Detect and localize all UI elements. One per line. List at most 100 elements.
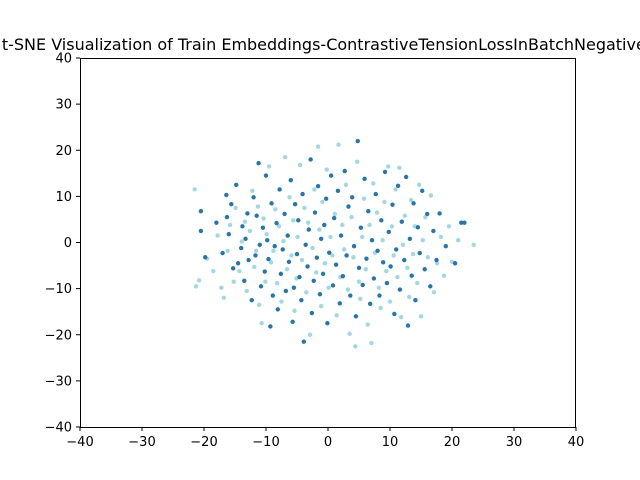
scatter-point bbox=[243, 236, 248, 242]
scatter-point bbox=[221, 295, 227, 301]
scatter-point bbox=[395, 183, 401, 188]
scatter-point bbox=[279, 299, 284, 304]
scatter-point bbox=[277, 187, 282, 192]
scatter-point bbox=[230, 266, 236, 271]
scatter-point bbox=[253, 248, 259, 253]
scatter-point bbox=[380, 260, 386, 265]
scatter-point bbox=[344, 253, 349, 258]
scatter-point bbox=[356, 279, 362, 284]
scatter-point bbox=[310, 245, 315, 251]
scatter-point bbox=[355, 138, 360, 144]
scatter-point bbox=[256, 302, 262, 307]
scatter-point bbox=[203, 255, 208, 260]
points-layer bbox=[192, 138, 476, 349]
scatter-point bbox=[332, 211, 338, 217]
scatter-point bbox=[309, 310, 315, 316]
scatter-point bbox=[425, 255, 431, 260]
x-tick-label: 10 bbox=[382, 435, 399, 450]
scatter-point bbox=[262, 269, 267, 274]
scatter-point bbox=[240, 224, 245, 229]
scatter-point bbox=[274, 220, 279, 226]
scatter-point bbox=[351, 255, 356, 260]
scatter-point bbox=[462, 220, 467, 225]
scatter-point bbox=[373, 191, 378, 197]
x-tick-label: −10 bbox=[252, 435, 279, 450]
scatter-point bbox=[317, 227, 322, 232]
scatter-point bbox=[393, 187, 398, 192]
scatter-point bbox=[402, 257, 407, 263]
scatter-point bbox=[281, 238, 286, 244]
scatter-point bbox=[371, 181, 376, 186]
scatter-point bbox=[257, 242, 262, 248]
scatter-point bbox=[229, 202, 234, 207]
scatter-point bbox=[346, 204, 351, 209]
scatter-point bbox=[338, 233, 344, 238]
scatter-point bbox=[366, 208, 371, 214]
scatter-point bbox=[418, 314, 424, 319]
scatter-point bbox=[340, 273, 346, 279]
x-tick-label: −20 bbox=[190, 435, 217, 450]
scatter-point bbox=[332, 215, 337, 221]
scatter-point bbox=[312, 210, 318, 215]
scatter-point bbox=[302, 205, 307, 211]
scatter-point bbox=[219, 285, 224, 290]
scatter-point bbox=[192, 187, 197, 192]
scatter-point bbox=[434, 257, 439, 263]
scatter-point bbox=[358, 296, 363, 301]
scatter-point bbox=[233, 205, 238, 211]
scatter-point bbox=[425, 211, 430, 217]
scatter-point bbox=[239, 245, 244, 251]
scatter-point bbox=[397, 287, 403, 292]
y-tick-label: −10 bbox=[45, 282, 72, 297]
scatter-point bbox=[443, 243, 448, 249]
scatter-point bbox=[235, 261, 241, 266]
scatter-point bbox=[420, 237, 426, 243]
scatter-point bbox=[347, 331, 352, 337]
y-tick-label: 30 bbox=[55, 98, 72, 113]
scatter-point bbox=[388, 264, 393, 269]
scatter-point bbox=[428, 193, 434, 198]
scatter-point bbox=[299, 297, 304, 303]
scatter-point bbox=[307, 332, 313, 337]
scatter-point bbox=[336, 142, 341, 147]
y-tick-label: 10 bbox=[55, 190, 72, 205]
scatter-point bbox=[254, 213, 259, 218]
scatter-point bbox=[256, 160, 261, 166]
scatter-point bbox=[438, 234, 444, 240]
scatter-point bbox=[397, 165, 402, 170]
scatter-point bbox=[303, 242, 308, 248]
scatter-point bbox=[405, 265, 410, 271]
scatter-point bbox=[259, 321, 264, 326]
scatter-point bbox=[407, 294, 412, 300]
scatter-point bbox=[415, 225, 421, 230]
scatter-point bbox=[250, 188, 255, 194]
scatter-point bbox=[312, 187, 317, 192]
scatter-point bbox=[220, 250, 225, 256]
scatter-point bbox=[423, 214, 428, 220]
scatter-point bbox=[291, 218, 296, 223]
scatter-point bbox=[340, 222, 345, 228]
y-tick-label: 40 bbox=[55, 52, 72, 67]
scatter-point bbox=[322, 261, 328, 266]
scatter-point bbox=[345, 287, 351, 292]
y-tick-label: 0 bbox=[64, 236, 72, 251]
scatter-point bbox=[322, 222, 327, 228]
scatter-point bbox=[341, 247, 347, 252]
scatter-point bbox=[399, 219, 404, 224]
scatter-point bbox=[328, 173, 334, 178]
scatter-point bbox=[328, 234, 333, 240]
scatter-point bbox=[353, 314, 359, 319]
scatter-point bbox=[261, 216, 266, 221]
scatter-point bbox=[242, 219, 248, 224]
scatter-point bbox=[314, 255, 320, 260]
scatter-point bbox=[379, 218, 384, 223]
scatter-point bbox=[266, 164, 272, 169]
scatter-point bbox=[403, 174, 409, 180]
scatter-point bbox=[284, 267, 290, 272]
scatter-point bbox=[400, 242, 406, 248]
scatter-point bbox=[410, 251, 416, 257]
scatter-point bbox=[327, 250, 332, 255]
scatter-point bbox=[318, 303, 324, 309]
scatter-point bbox=[253, 253, 258, 258]
scatter-point bbox=[405, 323, 411, 328]
